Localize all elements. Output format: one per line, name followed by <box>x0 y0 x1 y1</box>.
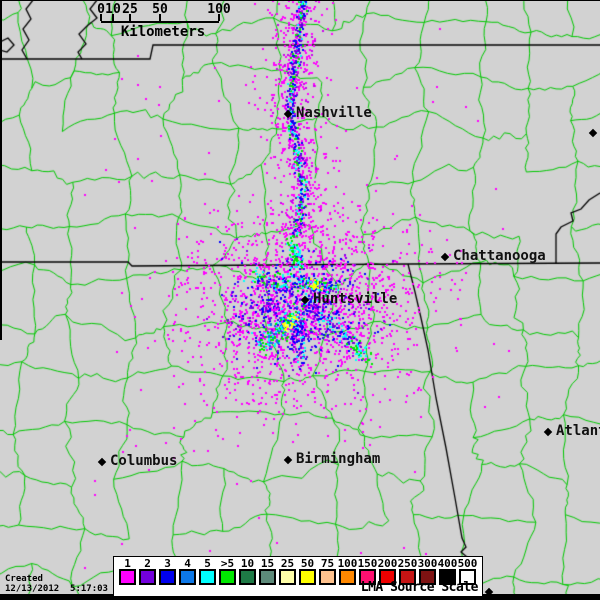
legend-entry-label: 250 <box>397 557 418 570</box>
legend-entry-label: 50 <box>300 557 315 570</box>
legend-color-swatch <box>119 569 136 585</box>
legend-entry-label: 15 <box>260 557 275 570</box>
legend-entry: 50 <box>299 558 316 585</box>
scale-bar-tick-label: 100 <box>207 2 231 17</box>
legend-entry: >5 <box>219 558 236 585</box>
legend-entry: 1 <box>119 558 136 585</box>
legend-color-swatch <box>199 569 216 585</box>
legend-color-swatch <box>419 569 436 585</box>
legend-entry-label: 500 <box>457 557 478 570</box>
legend-color-swatch <box>279 569 296 585</box>
legend-entry-label: 10 <box>240 557 255 570</box>
lma-source-scale-legend: 1 2 3 4 5 >5 10 15 25 50 75 100 150 200 250 300 400 500 L… <box>113 556 483 597</box>
legend-entry-label: 4 <box>184 557 191 570</box>
legend-entry-label: 25 <box>280 557 295 570</box>
scale-bar-tick <box>112 14 114 21</box>
legend-entry: 100 <box>337 557 358 585</box>
scale-bar-line <box>101 21 219 23</box>
legend-color-swatch <box>219 569 236 585</box>
legend-color-swatch <box>339 569 356 585</box>
city-label-huntsville: Huntsville <box>313 291 398 307</box>
legend-entry-label: 100 <box>337 557 358 570</box>
distance-scale-bar: Kilometers 0 10 25 50 100 <box>95 2 245 42</box>
scale-bar-tick <box>129 14 131 21</box>
legend-color-swatch <box>399 569 416 585</box>
frame-bottom-border <box>0 594 600 600</box>
legend-entry: 3 <box>159 558 176 585</box>
legend-entry-label: 3 <box>164 557 171 570</box>
legend-entry: 200 <box>377 557 398 585</box>
legend-entry: 25 <box>279 558 296 585</box>
city-label-nashville: Nashville <box>296 105 372 121</box>
city-label-atlanta: Atlanta <box>556 423 600 439</box>
legend-entry: 75 <box>319 558 336 585</box>
legend-entry: 250 <box>397 557 418 585</box>
legend-color-swatch <box>299 569 316 585</box>
legend-entry: 300 <box>417 557 438 585</box>
legend-entry-label: 2 <box>144 557 151 570</box>
legend-entry: 400 <box>437 557 458 585</box>
legend-entry: 150 <box>357 557 378 585</box>
scale-bar-tick-label: 10 <box>105 2 121 17</box>
legend-entry-label: 400 <box>437 557 458 570</box>
created-timestamp: Created 12/13/2012 5:17:03 <box>5 574 108 594</box>
legend-entry: 10 <box>239 558 256 585</box>
scale-bar-tick <box>100 14 102 21</box>
legend-title: LMA Source Scale <box>360 580 479 595</box>
legend-entry-label: 1 <box>124 557 131 570</box>
scale-bar-units-label: Kilometers <box>120 24 206 40</box>
legend-entry: 4 <box>179 558 196 585</box>
city-label-birmingham: Birmingham <box>296 451 381 467</box>
frame-top-border <box>0 0 600 1</box>
scale-bar-tick-label: 25 <box>122 2 138 17</box>
created-datetime: 12/13/2012 5:17:03 <box>5 584 108 594</box>
city-label-columbus: Columbus <box>110 453 178 469</box>
legend-color-swatch <box>239 569 256 585</box>
legend-color-swatch <box>439 569 456 585</box>
scale-bar-tick-label: 0 <box>97 2 105 17</box>
city-label-chattanooga: Chattanooga <box>453 248 546 264</box>
legend-color-swatch <box>159 569 176 585</box>
legend-color-swatch <box>379 569 396 585</box>
scale-bar-tick-label: 50 <box>152 2 168 17</box>
legend-color-swatch <box>139 569 156 585</box>
legend-entry: 15 <box>259 558 276 585</box>
legend-entry-label: >5 <box>220 557 235 570</box>
legend-swatch-row: 1 2 3 4 5 >5 10 15 25 50 75 100 150 200 250 300 400 500 <box>114 557 482 585</box>
legend-entry: 5 <box>199 558 216 585</box>
created-label: Created <box>5 574 43 584</box>
legend-color-swatch <box>259 569 276 585</box>
legend-entry-label: 200 <box>377 557 398 570</box>
legend-entry: 2 <box>139 558 156 585</box>
legend-entry-label: 150 <box>357 557 378 570</box>
frame-left-border <box>0 0 2 340</box>
legend-entry: 500 <box>457 557 478 585</box>
legend-color-swatch <box>319 569 336 585</box>
scale-bar-tick <box>218 14 220 21</box>
legend-color-swatch <box>179 569 196 585</box>
scale-bar-tick <box>159 14 161 21</box>
legend-entry-label: 300 <box>417 557 438 570</box>
legend-entry-label: 75 <box>320 557 335 570</box>
legend-entry-label: 5 <box>204 557 211 570</box>
legend-color-swatch <box>359 569 376 585</box>
legend-color-swatch <box>459 569 476 585</box>
